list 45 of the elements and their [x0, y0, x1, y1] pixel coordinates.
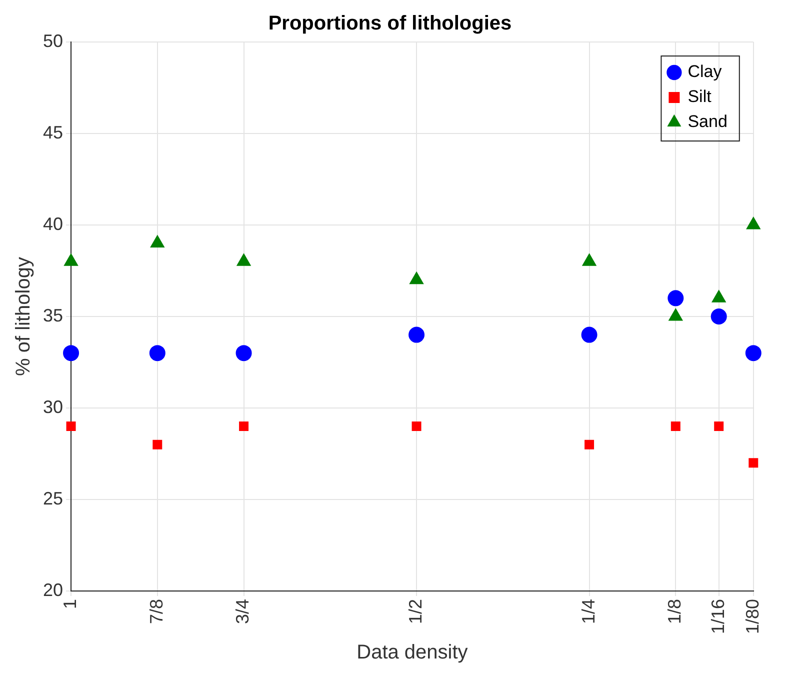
- y-tick-label: 35: [42, 305, 64, 326]
- point: [152, 440, 162, 450]
- legend-label: Clay: [688, 62, 722, 82]
- point: [150, 235, 164, 248]
- point: [670, 422, 680, 432]
- y-tick-label: 50: [42, 30, 64, 51]
- legend-label: Silt: [688, 87, 712, 106]
- x-axis-title: Data density: [356, 642, 468, 664]
- point: [710, 308, 727, 324]
- x-tick-label: 1/80: [742, 598, 762, 634]
- y-axis-title: % of lithology: [12, 257, 35, 376]
- chart-title: Proportions of lithologies: [268, 12, 512, 35]
- point: [236, 254, 251, 266]
- x-tick-label: 1/16: [708, 598, 728, 634]
- y-tick-label: 25: [42, 488, 64, 508]
- x-tick-label: 7/8: [146, 598, 166, 624]
- y-tick-label: 20: [42, 580, 64, 600]
- point: [712, 290, 726, 302]
- point: [410, 272, 424, 284]
- y-tick-label: 30: [42, 396, 64, 417]
- x-tick-label: 1/8: [664, 598, 685, 624]
- point: [581, 326, 598, 343]
- x-tick-label: 1/2: [406, 598, 426, 624]
- point: [408, 326, 425, 343]
- point: [582, 254, 596, 266]
- x-tick-label: 1: [60, 598, 80, 609]
- point: [236, 345, 252, 362]
- x-tick-label: 3/4: [232, 598, 253, 624]
- point: [746, 216, 760, 230]
- point: [748, 458, 758, 468]
- point: [714, 422, 724, 432]
- point: [239, 422, 249, 432]
- point: [668, 290, 684, 306]
- legend-label: Sand: [688, 112, 728, 132]
- point: [64, 254, 78, 266]
- point: [66, 422, 76, 432]
- x-tick-label: 1/4: [578, 598, 598, 624]
- point: [584, 440, 594, 450]
- y-tick-label: 45: [42, 122, 64, 142]
- point: [63, 345, 80, 362]
- point: [149, 345, 166, 362]
- point: [412, 422, 422, 432]
- point: [668, 308, 683, 321]
- y-tick-label: 40: [42, 214, 64, 234]
- point: [745, 345, 762, 362]
